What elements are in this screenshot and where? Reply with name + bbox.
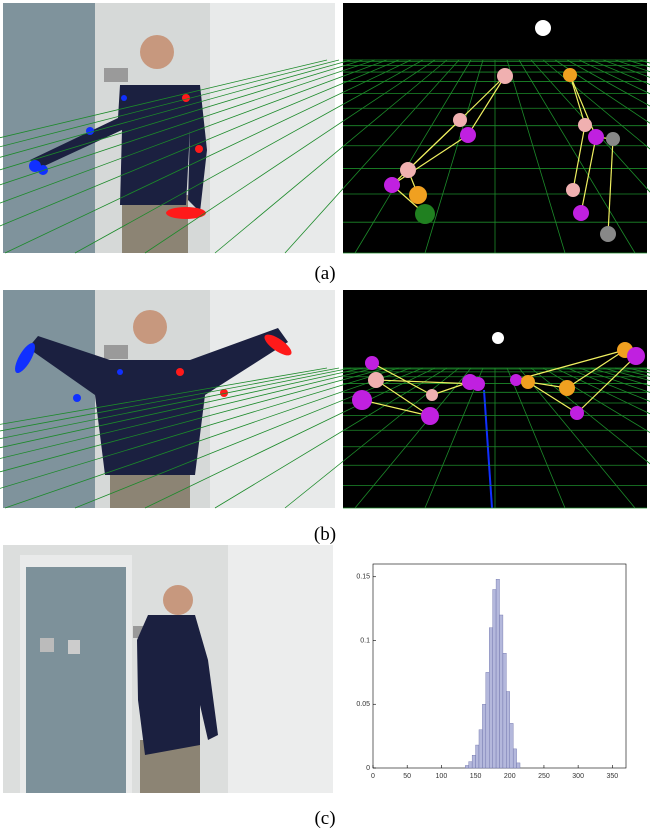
bar (496, 579, 499, 768)
x-tick-label: 0 (371, 773, 375, 780)
y-tick-label: 0.1 (360, 637, 370, 644)
x-tick-label: 100 (436, 773, 448, 780)
bar (500, 615, 503, 768)
x-tick-label: 250 (538, 773, 550, 780)
x-tick-label: 150 (470, 773, 482, 780)
x-tick-label: 200 (504, 773, 516, 780)
bar (479, 730, 482, 768)
joint (563, 68, 577, 82)
joint (521, 375, 535, 389)
joint (426, 389, 438, 401)
x-tick-label: 300 (572, 773, 584, 780)
histogram: 0 50 100 150 200 250 300 350 0 0.05 0.1 0.15 (356, 564, 626, 780)
panel-label: (a) (314, 263, 335, 284)
bar (506, 692, 509, 769)
bar (476, 745, 479, 768)
bar (517, 763, 520, 768)
photo-c (3, 545, 333, 793)
y-tick-label: 0.05 (356, 701, 370, 708)
joint (559, 380, 575, 396)
panel-label: (c) (314, 808, 335, 829)
figure: (a) (b) 0 50 100 150 200 250 300 350 0 0.05 0.1 0.1… (0, 0, 650, 834)
joint (421, 407, 439, 425)
panel-label: (b) (314, 524, 336, 545)
bar (489, 628, 492, 768)
joint (627, 347, 645, 365)
bar (472, 755, 475, 768)
joint (566, 183, 580, 197)
joint (365, 356, 379, 370)
joint (471, 377, 485, 391)
joint (570, 406, 584, 420)
joint (578, 118, 592, 132)
bar (465, 765, 468, 768)
joint (415, 204, 435, 224)
x-tick-label: 350 (606, 773, 618, 780)
joint (588, 129, 604, 145)
bar (469, 762, 472, 768)
photo-b (3, 290, 335, 508)
joint (400, 162, 416, 178)
joint (510, 374, 522, 386)
joint (606, 132, 620, 146)
bar (510, 723, 513, 768)
bar (493, 590, 496, 769)
joint (600, 226, 616, 242)
x-tick-label: 50 (403, 773, 411, 780)
joint (384, 177, 400, 193)
joint (460, 127, 476, 143)
bar (513, 749, 516, 768)
joint (352, 390, 372, 410)
bar (503, 653, 506, 768)
joint (497, 68, 513, 84)
joint (409, 186, 427, 204)
bar (486, 672, 489, 768)
joint (573, 205, 589, 221)
joint (453, 113, 467, 127)
y-tick-label: 0.15 (356, 574, 370, 581)
y-tick-label: 0 (366, 765, 370, 772)
photo-a (3, 3, 335, 253)
joint (368, 372, 384, 388)
bar (482, 704, 485, 768)
